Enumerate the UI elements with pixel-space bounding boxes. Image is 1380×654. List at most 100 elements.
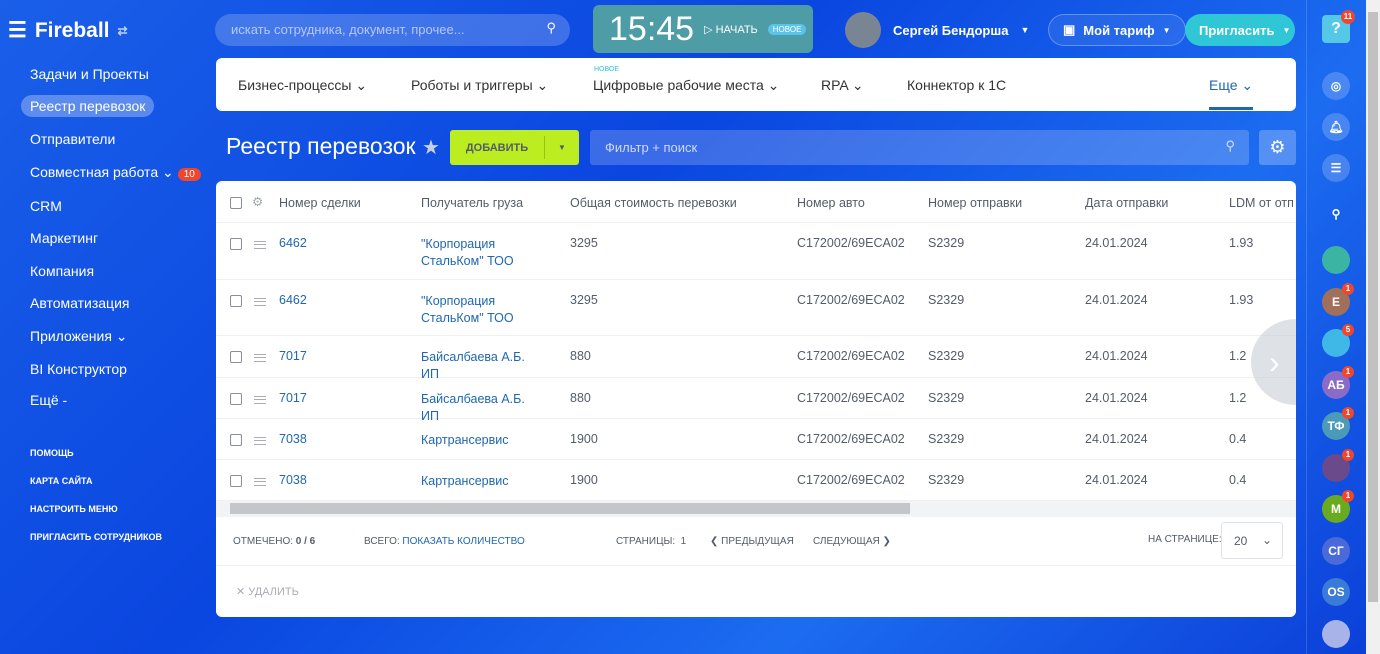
add-button[interactable]: ДОБАВИТЬ ▼	[450, 130, 579, 165]
nav-more[interactable]: Еще ⌄	[1209, 77, 1254, 110]
table-row[interactable]: 6462 "Корпорация СтальКом" ТОО 3295 C172002…	[216, 223, 1296, 280]
show-count-link[interactable]: ПОКАЗАТЬ КОЛИЧЕСТВО	[402, 536, 525, 547]
row-checkbox[interactable]	[230, 393, 242, 405]
sidebar-item-crm[interactable]: CRM	[30, 198, 62, 214]
nav-robots[interactable]: Роботы и триггеры ⌄	[411, 77, 549, 93]
workday-clock[interactable]: 15:45 ▷ НАЧАТЬ НОВОЕ	[593, 5, 813, 53]
row-menu-icon[interactable]	[254, 437, 266, 445]
column-header[interactable]: Дата отправки	[1085, 196, 1169, 210]
nav-business-processes[interactable]: Бизнес-процессы ⌄	[238, 77, 368, 93]
deal-number-link[interactable]: 6462	[279, 293, 307, 307]
next-page-button[interactable]: СЛЕДУЮЩАЯ ❯	[813, 536, 891, 547]
search-icon[interactable]: ⚲	[1331, 207, 1341, 221]
nav-1c-connector[interactable]: Коннектор к 1С	[907, 77, 1007, 93]
search-icon[interactable]: ⚲	[546, 20, 556, 35]
recipient-link[interactable]: "Корпорация СтальКом" ТОО	[421, 237, 514, 268]
column-header[interactable]: Номер отправки	[928, 196, 1023, 210]
chat-icon[interactable]: ☰	[1322, 154, 1350, 182]
search-icon[interactable]: ⚲	[1225, 138, 1235, 153]
row-menu-icon[interactable]	[254, 298, 266, 306]
sidebar-item-collaboration[interactable]: Совместная работа ⌄ 10	[30, 164, 201, 181]
column-header[interactable]: Получатель груза	[421, 196, 524, 210]
table-row[interactable]: 7017 Байсалбаева А.Б. ИП 880 C172002/69ECA0…	[216, 336, 1296, 381]
recipient-link[interactable]: Картрансервис	[421, 474, 509, 488]
row-menu-icon[interactable]	[254, 396, 266, 404]
horizontal-scrollbar[interactable]	[216, 501, 1296, 517]
help-button[interactable]: ? 11	[1322, 10, 1355, 43]
table-row[interactable]: 7038 Картрансервис 1900 C172002/69ECA02 S232…	[216, 460, 1296, 501]
sidebar-item-registry[interactable]: Реестр перевозок	[21, 95, 155, 117]
search-input[interactable]: искать сотрудника, документ, прочее... ⚲	[215, 14, 570, 46]
row-menu-icon[interactable]	[254, 478, 266, 486]
contact-avatar[interactable]: 1	[1322, 448, 1354, 482]
contact-avatar[interactable]: ТФ 1	[1322, 407, 1354, 440]
tariff-button[interactable]: ▣ Мой тариф ▼	[1048, 14, 1186, 46]
column-header[interactable]: LDM от отп	[1229, 196, 1294, 210]
sidebar-item-senders[interactable]: Отправители	[30, 131, 116, 147]
row-menu-icon[interactable]	[254, 241, 266, 249]
configure-menu-link[interactable]: НАСТРОИТЬ МЕНЮ	[30, 504, 118, 514]
prev-page-button[interactable]: ❮ ПРЕДЫДУЩАЯ	[710, 536, 794, 547]
add-dropdown-icon[interactable]: ▼	[544, 136, 579, 159]
logo[interactable]: ☰ Fireball ⇄	[8, 18, 128, 43]
page-scrollbar[interactable]	[1366, 0, 1380, 654]
table-row[interactable]: 7038 Картрансервис 1900 C172002/69ECA02 S232…	[216, 419, 1296, 460]
row-checkbox[interactable]	[230, 434, 242, 446]
settings-button[interactable]: ⚙	[1259, 130, 1296, 165]
sidebar-item-tasks[interactable]: Задачи и Проекты	[30, 66, 149, 82]
recipient-link[interactable]: "Корпорация СтальКом" ТОО	[421, 294, 514, 325]
row-checkbox[interactable]	[230, 351, 242, 363]
contact-avatar[interactable]: СГ	[1322, 536, 1350, 565]
deal-number-link[interactable]: 7017	[279, 349, 307, 363]
recipient-link[interactable]: Байсалбаева А.Б. ИП	[421, 350, 525, 381]
invite-employees-link[interactable]: ПРИГЛАСИТЬ СОТРУДНИКОВ	[30, 532, 163, 542]
activity-icon[interactable]: ◎	[1322, 72, 1350, 100]
sidebar-item-apps[interactable]: Приложения ⌄	[30, 328, 128, 344]
column-settings-icon[interactable]: ⚙	[252, 195, 264, 209]
deal-number-link[interactable]: 7017	[279, 391, 307, 405]
deal-number-link[interactable]: 7038	[279, 432, 307, 446]
contact-avatar[interactable]: АБ 1	[1322, 365, 1354, 399]
settings-toggle-icon[interactable]: ⇄	[117, 23, 128, 38]
sidebar-item-marketing[interactable]: Маркетинг	[30, 230, 99, 246]
contact-avatar[interactable]	[1322, 246, 1350, 274]
deal-number-link[interactable]: 6462	[279, 236, 307, 250]
per-page-select[interactable]: 20 ⌄	[1221, 522, 1283, 559]
column-header[interactable]: Общая стоимость перевозки	[570, 196, 737, 210]
column-header[interactable]: Номер авто	[797, 196, 865, 210]
select-all-checkbox[interactable]	[230, 197, 242, 209]
contact-avatar[interactable]: OS	[1322, 578, 1350, 606]
sitemap-link[interactable]: КАРТА САЙТА	[30, 476, 93, 486]
user-menu[interactable]: Сергей Бендорша ▼	[845, 12, 1029, 48]
table-cell: S2329	[928, 391, 965, 405]
row-checkbox[interactable]	[230, 475, 242, 487]
sidebar-item-company[interactable]: Компания	[30, 263, 95, 279]
scrollbar-thumb[interactable]	[230, 503, 910, 514]
invite-button[interactable]: Пригласить ▼	[1185, 14, 1295, 46]
row-checkbox[interactable]	[230, 295, 242, 307]
nav-digital-workplaces[interactable]: Цифровые рабочие места ⌄	[593, 77, 780, 93]
sidebar-item-more[interactable]: Ещё -	[30, 392, 68, 408]
bell-icon[interactable]: 🔔︎	[1322, 113, 1350, 141]
sidebar-item-automation[interactable]: Автоматизация	[30, 295, 130, 311]
menu-icon[interactable]: ☰	[8, 19, 27, 42]
column-header[interactable]: Номер сделки	[279, 196, 361, 210]
nav-rpa[interactable]: RPA ⌄	[821, 77, 864, 93]
delete-button[interactable]: ✕ УДАЛИТЬ	[236, 586, 299, 598]
help-link[interactable]: ПОМОЩЬ	[30, 448, 74, 458]
table-row[interactable]: 7017 Байсалбаева А.Б. ИП 880 C172002/69ECA0…	[216, 378, 1296, 423]
row-checkbox[interactable]	[230, 238, 242, 250]
contact-avatar[interactable]	[1322, 619, 1350, 648]
filter-search-input[interactable]: Фильтр + поиск ⚲	[590, 130, 1249, 165]
table-row[interactable]: 6462 "Корпорация СтальКом" ТОО 3295 C172002…	[216, 280, 1296, 336]
sidebar-item-bi[interactable]: BI Конструктор	[30, 361, 127, 377]
star-icon[interactable]: ★	[421, 137, 440, 159]
recipient-link[interactable]: Байсалбаева А.Б. ИП	[421, 392, 525, 423]
deal-number-link[interactable]: 7038	[279, 473, 307, 487]
start-button[interactable]: ▷ НАЧАТЬ	[704, 23, 758, 36]
recipient-link[interactable]: Картрансервис	[421, 433, 509, 447]
contact-avatar[interactable]: 5	[1322, 324, 1354, 357]
row-menu-icon[interactable]	[254, 354, 266, 362]
